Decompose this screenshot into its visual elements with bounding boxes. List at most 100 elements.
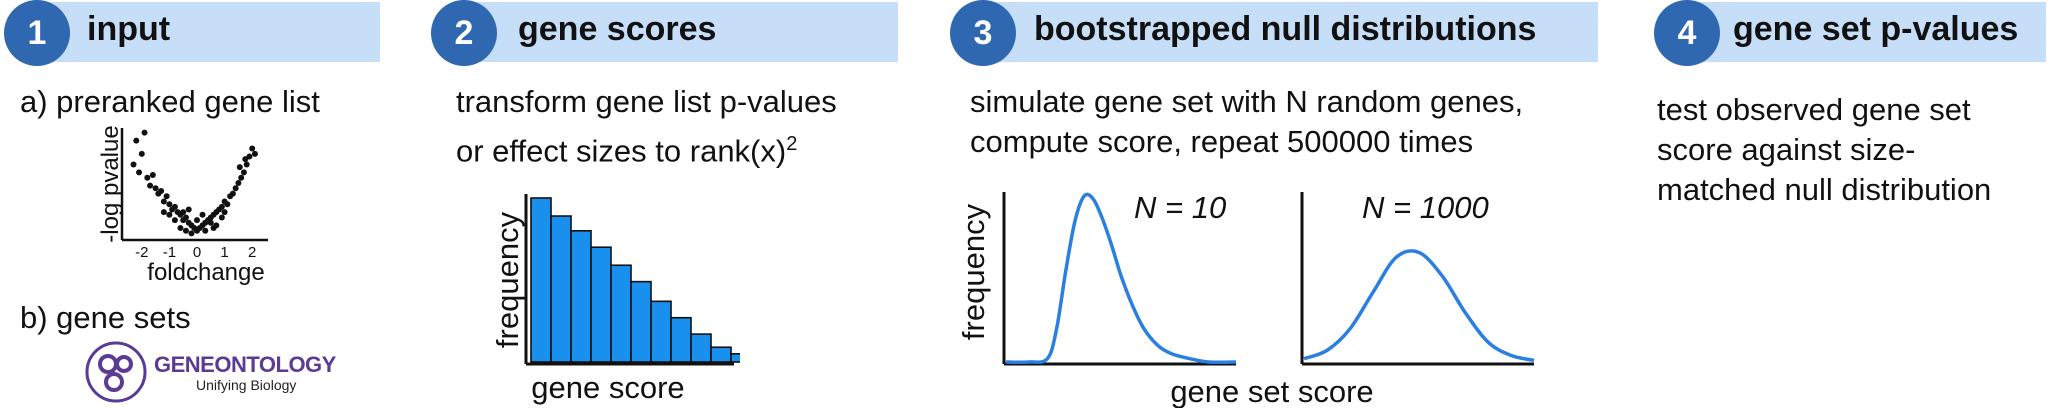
volcano-point [188,230,195,237]
volcano-tick-label: -2 [135,244,148,261]
step-4-header-bar [1682,2,2046,62]
go-logo-wordmark: GENEONTOLOGY [154,352,337,377]
gene-scores-superscript: 2 [786,133,798,155]
volcano-point [242,156,249,163]
volcano-point [138,150,145,157]
histogram-bar [550,215,572,363]
null-y-label: frequency [956,203,991,340]
go-logo-link [111,369,116,376]
step-3-header-bar [978,2,1598,62]
volcano-point [166,201,173,208]
volcano-tick-label: 1 [220,244,228,261]
gene-scores-line-2-text: or effect sizes to rank(x) [456,133,787,169]
volcano-point [171,217,178,224]
volcano-tick-labels: -2 -1 0 1 2 [135,244,256,261]
volcano-point [207,219,214,226]
step-1-title: input [87,10,171,48]
histogram-bar [610,264,632,363]
volcano-point [202,227,209,234]
volcano-point [177,225,184,232]
volcano-point [218,203,225,210]
gene-sets-label: b) gene sets [20,300,191,335]
volcano-point [182,227,189,234]
volcano-point [251,150,258,157]
null-dist-line-2: compute score, repeat 500000 times [970,124,1474,159]
histogram-bar [670,316,692,363]
volcano-point [182,214,189,221]
volcano-point [235,180,242,186]
volcano-point [160,198,167,205]
step-4-title: gene set p-values [1733,10,2019,48]
step-2-badge: 2 [431,0,497,66]
hist-x-label: gene score [531,370,684,405]
volcano-y-label: -log pvalue [100,125,124,242]
histogram-bar [710,346,732,363]
volcano-point [249,145,256,152]
volcano-point [136,169,143,176]
volcano-point [133,137,140,144]
volcano-x-label: foldchange [147,259,264,286]
gene-scores-line-1: transform gene list p-values [456,84,837,119]
step-1-header-bar [30,2,380,62]
volcano-point [158,187,165,194]
pvalue-line-3: matched null distribution [1657,172,1992,207]
volcano-point [141,129,148,136]
step-3-title: bootstrapped null distributions [1034,10,1537,48]
volcano-point [218,214,225,221]
volcano-point [232,185,239,192]
volcano-plot: -2 -1 0 1 2 foldchange -log pvalue [100,125,268,286]
gene-scores-line-2: or effect sizes to rank(x)2 [456,124,797,171]
volcano-point [166,211,173,218]
volcano-point [199,211,206,218]
volcano-point [238,174,245,181]
histogram-bar [730,353,740,363]
gene-score-histogram: frequency gene score [490,194,740,405]
n1000-label: N = 1000 [1362,190,1489,225]
n10-label: N = 10 [1134,190,1226,225]
volcano-point [163,193,170,200]
null-dist-line-1: simulate gene set with N random genes, [970,84,1524,119]
volcano-point [180,209,187,216]
histogram-bar [570,229,592,363]
volcano-point [194,217,200,224]
volcano-point [149,172,156,179]
volcano-point [185,206,192,213]
hist-y-label: frequency [490,211,525,348]
go-logo-tagline: Unifying Biology [196,377,296,393]
histogram-bars [530,197,740,363]
volcano-point [152,185,159,192]
null-distribution-plots: frequency N = 10 N = 1000 gene set score [956,190,1535,408]
histogram-bar [690,333,712,363]
step-4-badge: 4 [1654,0,1720,66]
pvalue-line-1: test observed gene set [1657,92,1971,127]
step-3-badge: 3 [950,0,1016,66]
histogram-bar [530,197,552,363]
step-2-header-bar [460,2,898,62]
volcano-point [229,190,236,197]
step-1-badge: 1 [4,0,70,66]
histogram-bar [650,300,672,363]
go-logo-node [115,355,133,373]
volcano-tick-label: 0 [193,244,201,261]
volcano-point [144,174,151,181]
volcano-point [221,209,228,216]
volcano-point [240,169,247,176]
volcano-tick-label: -1 [163,244,176,261]
n10-curve [1005,192,1237,364]
gene-ontology-logo: GENEONTOLOGY Unifying Biology [85,341,337,403]
volcano-point [210,225,217,232]
volcano-points [130,129,258,237]
preranked-gene-list-label: a) preranked gene list [20,84,320,119]
volcano-point [236,164,243,171]
volcano-tick-label: 2 [248,244,256,261]
step-2-title: gene scores [518,10,717,48]
volcano-point [160,209,167,216]
volcano-point [171,203,178,210]
pvalue-line-2: score against size- [1657,132,1916,167]
null-x-label: gene set score [1170,374,1373,408]
histogram-bar [590,246,612,363]
volcano-point [147,182,154,189]
volcano-point [243,161,250,168]
histogram-bar [630,280,652,363]
volcano-point [224,201,231,208]
